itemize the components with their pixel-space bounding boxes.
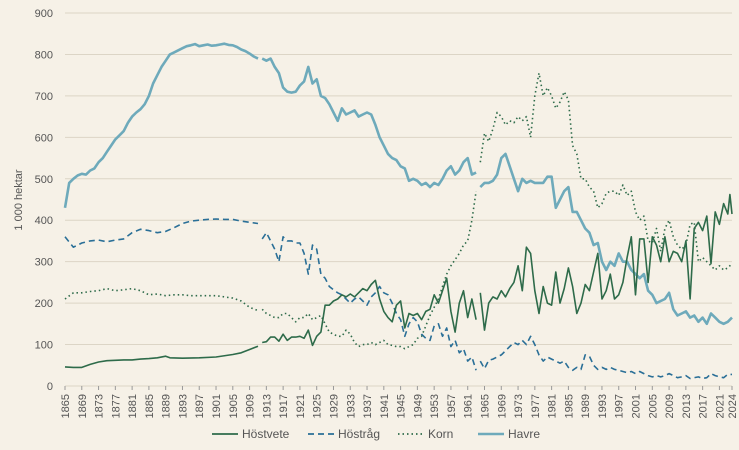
x-tick-label: 2024 (727, 394, 739, 418)
x-tick-label: 1889 (161, 394, 173, 418)
series-line-h-str-g (479, 335, 732, 380)
legend-label-korn: Korn (428, 427, 453, 441)
legend-label-h-stvete: Höstvete (242, 427, 290, 441)
x-tick-label: 1981 (547, 394, 559, 418)
series-line-korn (261, 191, 477, 350)
y-tick-label: 800 (35, 49, 53, 61)
x-tick-label: 1897 (194, 394, 206, 418)
x-tick-label: 1989 (580, 394, 592, 418)
x-tick-label: 2017 (698, 394, 710, 418)
y-tick-label: 300 (35, 257, 53, 269)
y-tick-label: 600 (35, 132, 53, 144)
x-tick-label: 1877 (110, 394, 122, 418)
y-tick-label: 0 (47, 381, 53, 393)
series-line-h-stvete (64, 345, 259, 369)
x-tick-label: 1957 (446, 394, 458, 418)
legend-label-h-str-g: Höstråg (338, 427, 380, 441)
y-axis-label: 1 000 hektar (13, 169, 25, 230)
x-tick-label: 1985 (563, 394, 575, 418)
x-tick-label: 1953 (429, 394, 441, 418)
x-tick-label: 1997 (614, 394, 626, 418)
series-line-korn (64, 287, 259, 312)
x-tick-label: 1973 (513, 394, 525, 418)
x-tick-label: 1905 (228, 394, 240, 418)
series-line-h-stvete (262, 277, 477, 347)
x-tick-label: 1913 (261, 394, 273, 418)
x-tick-label: 1949 (412, 394, 424, 418)
x-tick-label: 1909 (245, 394, 257, 418)
x-tick-label: 1993 (597, 394, 609, 418)
x-tick-label: 1977 (530, 394, 542, 418)
x-tick-label: 1941 (379, 394, 391, 418)
x-tick-label: 1873 (94, 394, 106, 418)
y-tick-label: 500 (35, 174, 53, 186)
series-line-h-str-g (64, 218, 259, 248)
x-tick-label: 1969 (496, 394, 508, 418)
y-tick-label: 900 (35, 8, 53, 20)
series-line-h-stvete (479, 193, 733, 331)
y-tick-label: 700 (35, 91, 53, 103)
x-tick-label: 2005 (647, 394, 659, 418)
x-tick-label: 2009 (664, 394, 676, 418)
y-tick-labels: 0 100 200 300 400 500 600 700 800 900 (35, 8, 53, 393)
x-tick-label: 1925 (312, 394, 324, 418)
x-tick-label: 2001 (631, 394, 643, 418)
x-tick-label: 1881 (127, 394, 139, 418)
series-line-havre (479, 152, 733, 326)
x-tick-label: 2021 (714, 394, 726, 418)
grid-lines (65, 12, 732, 387)
series-line-havre (63, 42, 259, 209)
x-tick-label: 1937 (362, 394, 374, 418)
x-tick-label: 1961 (463, 394, 475, 418)
y-tick-label: 100 (35, 340, 53, 352)
y-tick-label: 200 (35, 298, 53, 310)
x-tick-label: 1885 (144, 394, 156, 418)
y-tick-label: 400 (35, 215, 53, 227)
series-lines (63, 42, 733, 380)
x-tick-label: 1965 (479, 394, 491, 418)
legend: Höstvete Höstråg Korn Havre (212, 427, 540, 441)
series-line-h-str-g (261, 231, 477, 371)
x-tick-label: 1869 (77, 394, 89, 418)
x-tick-label: 2013 (681, 394, 693, 418)
x-tick-label: 1901 (211, 394, 223, 418)
x-tick-label: 1921 (295, 394, 307, 418)
series-line-havre (261, 57, 477, 189)
legend-label-havre: Havre (508, 427, 540, 441)
x-tick-labels: 1865 1869 1873 1877 1881 1885 1889 1893 1897 1901… (60, 386, 739, 418)
x-tick-label: 1933 (345, 394, 357, 418)
x-tick-label: 1929 (328, 394, 340, 418)
x-tick-label: 1893 (177, 394, 189, 418)
x-tick-label: 1945 (396, 394, 408, 418)
x-tick-label: 1865 (60, 394, 72, 418)
x-tick-label: 1917 (278, 394, 290, 418)
